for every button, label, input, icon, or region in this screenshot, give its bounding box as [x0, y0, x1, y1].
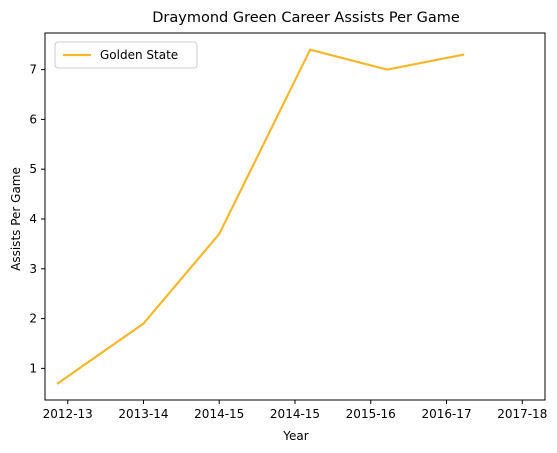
- data-point: [462, 53, 465, 56]
- y-axis-label: Assists Per Game: [9, 167, 23, 271]
- x-tick-label: 2015-16: [346, 407, 396, 421]
- x-axis-label: Year: [282, 429, 308, 443]
- data-point: [56, 382, 59, 385]
- legend-box: [54, 41, 198, 69]
- x-tick-label: 2016-17: [421, 407, 471, 421]
- y-tick-label: 6: [29, 112, 37, 126]
- y-tick-label: 2: [29, 312, 37, 326]
- y-tick-label: 4: [29, 212, 37, 226]
- x-tick-label: 2014-15: [194, 407, 244, 421]
- y-tick-label: 7: [29, 63, 37, 77]
- x-tick-label: 2014-15: [270, 407, 320, 421]
- plot-frame: [44, 32, 546, 401]
- x-tick-label: 2013-14: [118, 407, 168, 421]
- legend: Golden State: [54, 41, 198, 69]
- data-point: [142, 322, 145, 325]
- y-tick-label: 3: [29, 262, 37, 276]
- data-point: [386, 68, 389, 71]
- x-tick-label: 2017-18: [497, 407, 547, 421]
- series-line: [56, 48, 465, 385]
- data-point: [309, 48, 312, 51]
- y-tick-label: 5: [29, 162, 37, 176]
- chart-title: Draymond Green Career Assists Per Game: [152, 10, 460, 26]
- data-point: [218, 232, 221, 236]
- x-tick-label: 2012-13: [43, 407, 93, 421]
- legend-label: Golden State: [100, 48, 178, 62]
- y-tick-label: 1: [29, 361, 37, 375]
- plot-area: 2012-13 2013-14 2014-15 2014-15 2015-16 2016-…: [29, 32, 547, 421]
